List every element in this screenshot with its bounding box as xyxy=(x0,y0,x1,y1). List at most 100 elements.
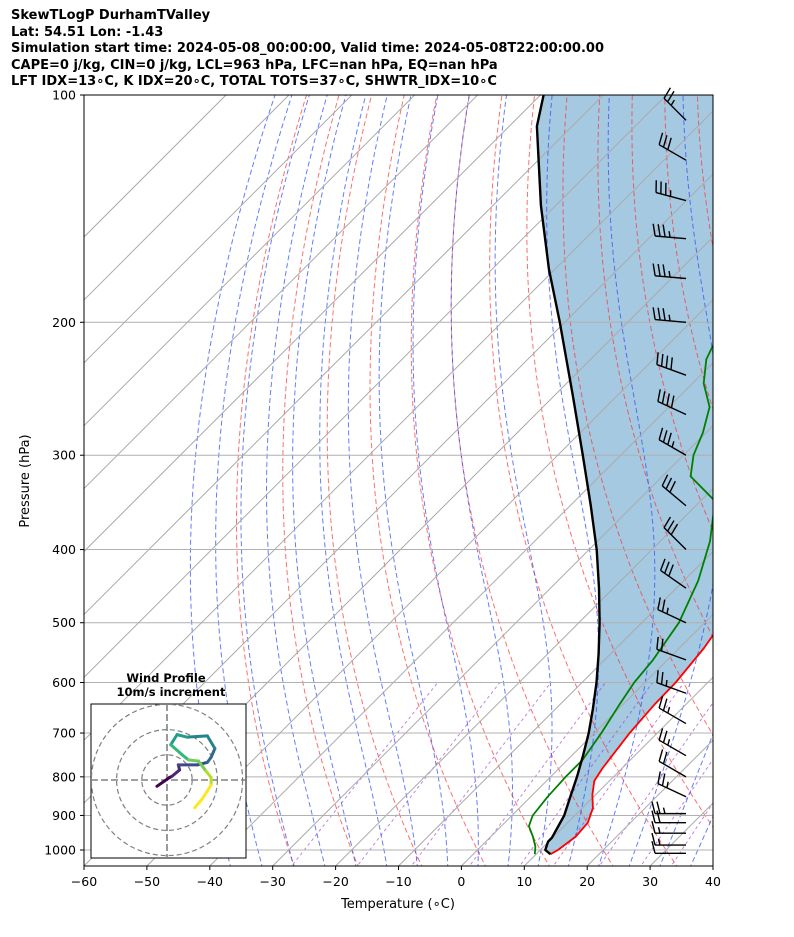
wind-barb-shaft xyxy=(663,527,687,551)
moist-adiabat xyxy=(319,95,388,866)
moist-adiabat xyxy=(240,95,310,866)
wind-barb xyxy=(658,427,687,456)
x-tick-label: 30 xyxy=(642,874,658,889)
wind-barb-half-flag xyxy=(668,231,671,238)
wind-barb-flag xyxy=(662,751,668,765)
wind-barb-flag xyxy=(665,355,669,369)
wind-barb-flag xyxy=(662,224,666,237)
wind-barb-half-flag xyxy=(665,679,668,687)
hodograph-frame xyxy=(90,703,247,859)
grid xyxy=(84,95,713,866)
moist-adiabat xyxy=(347,95,418,866)
wind-barb-flag xyxy=(667,432,672,445)
wind-barb-flag xyxy=(652,223,656,237)
wind-barb-shaft xyxy=(658,707,687,725)
isotherm xyxy=(84,95,604,616)
mixing-ratio-line xyxy=(468,682,606,866)
moist-adiabat xyxy=(720,95,794,869)
wind-barb-flag xyxy=(662,264,666,277)
dry-adiabat xyxy=(562,95,713,736)
wind-barb xyxy=(652,307,687,323)
x-tick-label: −40 xyxy=(197,874,223,889)
wind-barb-shaft xyxy=(657,782,687,798)
y-tick-label: 400 xyxy=(52,542,76,557)
dry-adiabat xyxy=(489,95,678,866)
wind-barb-flag xyxy=(668,564,674,577)
wind-barb-flag xyxy=(662,308,666,321)
wind-barb xyxy=(651,832,686,846)
isotherm xyxy=(712,865,713,866)
hodograph-segment xyxy=(195,760,209,767)
wind-barb-flag xyxy=(656,801,661,814)
parcel-profile-line xyxy=(535,95,601,856)
wind-barb-shaft xyxy=(656,681,687,694)
isotherm xyxy=(84,110,713,741)
wind-barb-flag xyxy=(651,810,656,823)
wind-barb xyxy=(655,180,687,202)
x-tick-label: −30 xyxy=(260,874,286,889)
y-tick-label: 200 xyxy=(52,315,76,330)
wind-barb-half-flag xyxy=(667,739,671,746)
header-title: SkewTLogP DurhamTValley xyxy=(11,8,211,23)
wind-barb-half-flag xyxy=(668,314,671,321)
dry-adiabat xyxy=(410,95,550,866)
mixing-ratio-line xyxy=(598,701,713,866)
wind-barb xyxy=(651,821,686,834)
wind-barb-flag xyxy=(659,558,666,571)
wind-barb xyxy=(658,695,687,725)
isotherm xyxy=(335,487,713,866)
isotherm xyxy=(84,95,227,238)
hodograph-segment xyxy=(169,733,179,747)
wind-barb-flag xyxy=(662,430,668,443)
y-tick-label: 500 xyxy=(52,615,76,630)
wind-barb xyxy=(659,558,687,589)
wind-barb xyxy=(652,263,687,280)
wind-barb-flag xyxy=(656,810,661,823)
moist-adiabat xyxy=(266,95,328,866)
wind-barb-flag xyxy=(667,90,675,103)
isotherm xyxy=(84,95,667,679)
cape-cin-shading xyxy=(536,95,713,855)
hodograph-segment xyxy=(197,759,208,773)
wind-barb-flag xyxy=(656,636,659,650)
wind-barb-flag xyxy=(660,671,664,685)
wind-barb-flag xyxy=(662,698,668,711)
wind-barb-shaft xyxy=(658,439,687,456)
wind-barb-flag xyxy=(663,516,672,528)
y-tick-label: 600 xyxy=(52,675,76,690)
hodograph-segment xyxy=(155,775,172,788)
wind-barbs xyxy=(651,87,687,854)
wind-barb-half-flag xyxy=(657,827,661,834)
wind-barb-flag xyxy=(656,670,659,683)
isotherm xyxy=(146,299,713,866)
wind-barb-flag xyxy=(663,87,672,99)
mixing-ratio-line xyxy=(290,682,439,866)
wind-barb-half-flag xyxy=(657,838,661,846)
dry-adiabat xyxy=(730,95,794,869)
wind-barb-half-flag xyxy=(671,441,675,448)
wind-barb-flag xyxy=(658,427,664,440)
mixing-ratio-line xyxy=(410,682,552,866)
hodograph-title: Wind Profile xyxy=(126,671,206,685)
wind-barb-flag xyxy=(661,773,666,786)
header-indices-1: CAPE=0 j/kg, CIN=0 j/kg, LCL=963 hPa, LF… xyxy=(11,57,498,73)
wind-barb-flag xyxy=(670,523,679,536)
isotherm xyxy=(84,95,478,490)
isotherm xyxy=(461,613,713,866)
x-tick-label: −20 xyxy=(322,874,348,889)
wind-barb-flag xyxy=(658,749,664,762)
wind-barb-shaft xyxy=(655,235,687,240)
wind-barb xyxy=(658,728,687,757)
y-tick-label: 800 xyxy=(52,769,76,784)
wind-barb-flag xyxy=(660,353,664,367)
y-tick-label: 900 xyxy=(52,808,76,823)
wind-barb-flag xyxy=(657,263,661,277)
wind-barb-flag xyxy=(670,395,675,408)
hodograph-segment xyxy=(200,783,213,801)
y-axis: 1000 900 800 700 600 500 400 300 200 100 xyxy=(44,88,84,858)
wind-barb xyxy=(663,87,687,121)
wind-barb-half-flag xyxy=(666,781,669,788)
moist-adiabat xyxy=(494,95,553,866)
wind-barb-flag xyxy=(657,224,661,237)
wind-barb xyxy=(651,801,686,815)
